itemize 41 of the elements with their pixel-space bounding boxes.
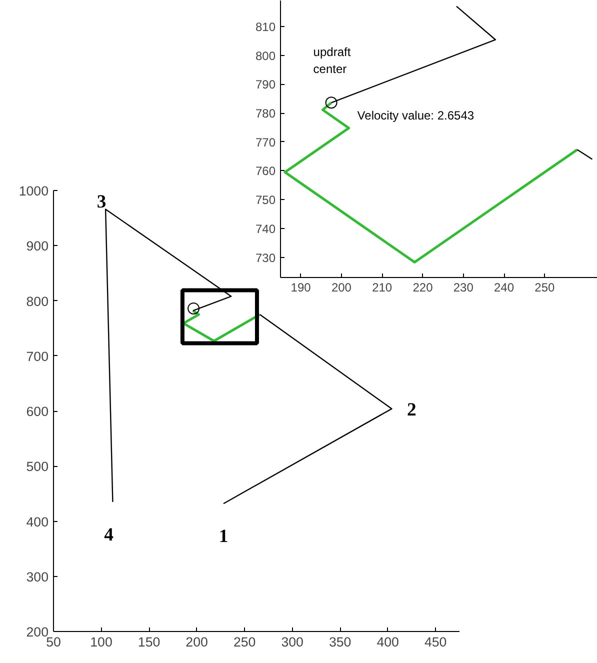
y-tick-label: 300 bbox=[26, 569, 49, 584]
y-tick-label: 900 bbox=[26, 238, 49, 254]
y-tick-label: 800 bbox=[26, 294, 49, 309]
y-tick-label: 780 bbox=[255, 106, 276, 121]
y-tick-label: 600 bbox=[26, 404, 49, 419]
x-tick-label: 350 bbox=[328, 634, 352, 650]
y-tick-label: 400 bbox=[26, 514, 49, 530]
x-tick-label: 190 bbox=[290, 280, 312, 294]
y-tick-label: 810 bbox=[255, 20, 276, 34]
x-tick-label: 220 bbox=[412, 280, 434, 294]
x-tick-label: 50 bbox=[46, 634, 61, 650]
x-tick-label: 100 bbox=[90, 634, 112, 650]
x-tick-label: 200 bbox=[331, 280, 352, 294]
x-tick-label: 300 bbox=[281, 634, 304, 650]
y-tick-label: 790 bbox=[255, 78, 276, 92]
annotation: Velocity value: 2.6543 bbox=[357, 108, 474, 123]
x-tick-label: 150 bbox=[138, 634, 160, 650]
y-tick-label: 800 bbox=[255, 48, 276, 63]
annotation: 2 bbox=[407, 399, 416, 420]
y-tick-label: 750 bbox=[255, 193, 276, 208]
annotation: 4 bbox=[104, 524, 114, 546]
annotation: updraft center bbox=[313, 45, 352, 76]
x-tick-label: 230 bbox=[453, 280, 474, 294]
y-tick-label: 760 bbox=[255, 164, 276, 178]
x-tick-label: 250 bbox=[233, 634, 256, 650]
line-series bbox=[182, 309, 262, 342]
line-series bbox=[284, 101, 578, 264]
x-tick-label: 250 bbox=[534, 280, 556, 294]
y-tick-label: 740 bbox=[255, 222, 276, 236]
x-tick-label: 210 bbox=[372, 280, 392, 294]
y-tick-label: 1000 bbox=[18, 184, 49, 198]
x-tick-label: 240 bbox=[494, 280, 514, 294]
x-tick-label: 400 bbox=[376, 634, 399, 650]
annotation: 1 bbox=[218, 526, 228, 548]
y-tick-label: 500 bbox=[26, 459, 49, 474]
x-tick-label: 450 bbox=[424, 634, 447, 650]
annotation: 3 bbox=[96, 192, 106, 213]
y-tick-label: 700 bbox=[26, 348, 49, 364]
y-tick-label: 730 bbox=[255, 250, 276, 265]
y-tick-label: 770 bbox=[255, 135, 276, 150]
x-tick-label: 200 bbox=[186, 634, 208, 650]
